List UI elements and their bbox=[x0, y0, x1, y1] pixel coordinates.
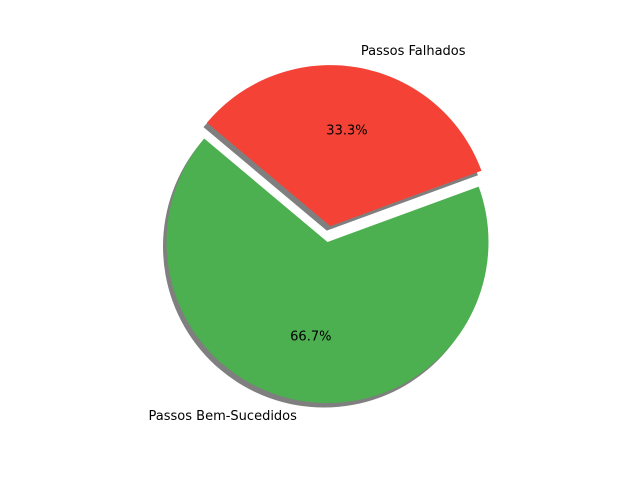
slice-category-label: Passos Falhados bbox=[361, 44, 466, 59]
slice-percent-label: 66.7% bbox=[290, 330, 331, 345]
slice-category-label: Passos Bem-Sucedidos bbox=[149, 409, 298, 424]
pie-slice bbox=[166, 138, 489, 403]
pie-slice bbox=[206, 65, 482, 227]
pie-slice-layer bbox=[166, 65, 489, 403]
pie-label-layer: Passos Bem-Sucedidos 66.7% Passos Falhados… bbox=[149, 44, 466, 424]
slice-percent-label: 33.3% bbox=[326, 123, 367, 138]
